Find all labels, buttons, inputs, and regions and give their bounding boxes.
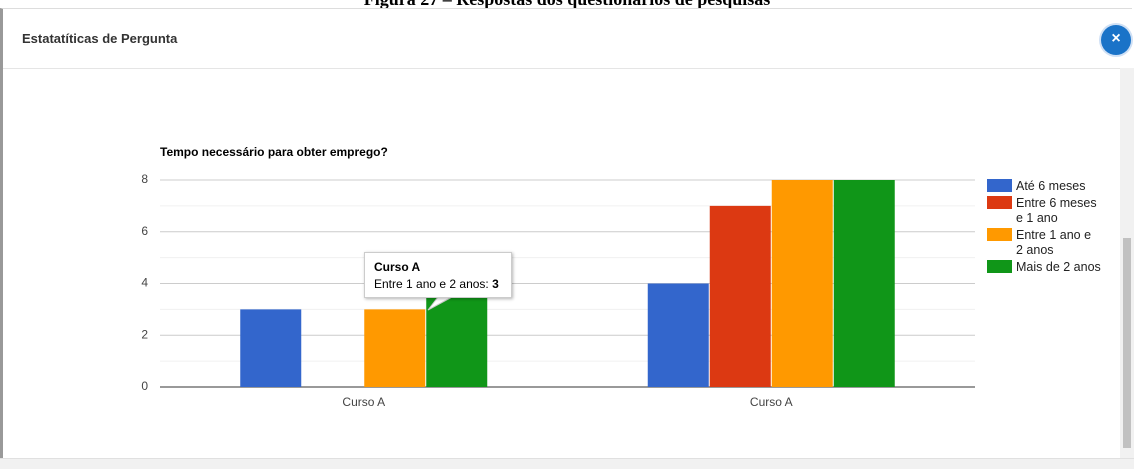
x-tick-label: Curso A [342, 395, 385, 409]
y-tick-label: 0 [141, 379, 148, 393]
tooltip: Curso A Entre 1 ano e 2 anos: 3 [364, 252, 512, 298]
vertical-scrollbar[interactable] [1120, 68, 1134, 460]
tooltip-value: 3 [492, 277, 499, 291]
legend-label: Entre 6 meses e 1 ano [1016, 196, 1097, 225]
y-tick-label: 4 [141, 276, 148, 290]
y-tick-label: 8 [141, 172, 148, 186]
tooltip-body: Entre 1 ano e 2 anos: 3 [374, 277, 499, 291]
legend-swatch [987, 179, 1012, 192]
legend-swatch [987, 260, 1012, 273]
bar [833, 180, 895, 387]
chart: Tempo necessário para obter emprego? 0 2 4… [141, 145, 975, 409]
y-tick-label: 6 [141, 224, 148, 238]
modal-header: Estatatíticas de Pergunta × [3, 9, 1134, 69]
modal-title: Estatatíticas de Pergunta [22, 31, 178, 46]
horizontal-scrollbar[interactable] [0, 458, 1134, 469]
legend: Até 6 meses Entre 6 meses e 1 ano Entre 1 … [987, 179, 1115, 277]
modal: Estatatíticas de Pergunta × [0, 8, 1134, 468]
tooltip-title: Curso A [374, 260, 421, 274]
legend-swatch [987, 196, 1012, 209]
legend-label: Mais de 2 anos [1016, 260, 1101, 274]
legend-item[interactable]: Mais de 2 anos [987, 260, 1115, 275]
bar [647, 283, 709, 387]
chart-title: Tempo necessário para obter emprego? [160, 145, 388, 159]
legend-item[interactable]: Até 6 meses [987, 179, 1115, 194]
legend-label: Até 6 meses [1016, 179, 1086, 193]
bar [240, 309, 302, 387]
legend-swatch [987, 228, 1012, 241]
legend-item[interactable]: Entre 6 meses e 1 ano [987, 196, 1115, 226]
bar [771, 180, 833, 387]
y-tick-label: 2 [141, 327, 148, 341]
x-tick-label: Curso A [750, 395, 793, 409]
legend-item[interactable]: Entre 1 ano e 2 anos [987, 228, 1115, 258]
bar [364, 309, 426, 387]
bar [709, 205, 771, 387]
tooltip-series: Entre 1 ano e 2 anos [374, 277, 486, 291]
bar [426, 283, 488, 387]
scroll-thumb[interactable] [1123, 238, 1131, 448]
legend-label: Entre 1 ano e 2 anos [1016, 228, 1092, 257]
figure-caption: Figura 27 – Respostas dos questionários … [0, 0, 1134, 10]
close-button[interactable]: × [1101, 25, 1131, 55]
